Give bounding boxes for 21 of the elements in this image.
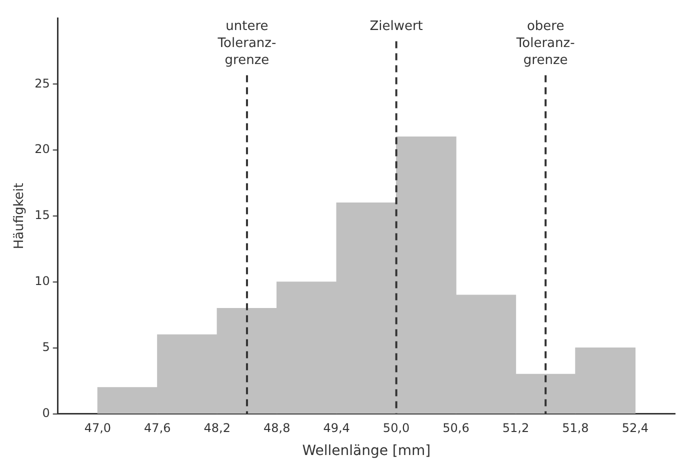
x-axis-title: Wellenlänge [mm]: [302, 443, 431, 460]
x-tick-label: 51,2: [502, 421, 530, 436]
x-tick-label: 52,4: [622, 421, 649, 436]
ref-line-label: obere Toleranz- grenze: [515, 19, 576, 68]
x-tick-label: 47,0: [84, 421, 112, 436]
y-tick-label: 10: [34, 274, 50, 288]
y-tick-label: 5: [42, 340, 50, 354]
x-tick-label: 47,6: [144, 421, 171, 436]
x-tick-label: 50,0: [382, 421, 410, 436]
x-tick-label: 51,8: [562, 421, 589, 436]
y-tick-label: 25: [34, 76, 50, 90]
y-tick-label: 0: [42, 406, 50, 420]
y-axis-title: Häufigkeit: [12, 182, 28, 250]
y-tick-label: 15: [34, 208, 50, 222]
y-tick-label: 20: [34, 142, 50, 156]
x-tick-label: 49,4: [323, 421, 350, 436]
ref-line-label: Zielwert: [370, 19, 423, 34]
x-tick-label: 50,6: [442, 421, 470, 436]
ref-line-label: untere Toleranz- grenze: [216, 19, 276, 68]
x-tick-label: 48,8: [263, 421, 290, 436]
x-tick-label: 48,2: [204, 421, 230, 436]
